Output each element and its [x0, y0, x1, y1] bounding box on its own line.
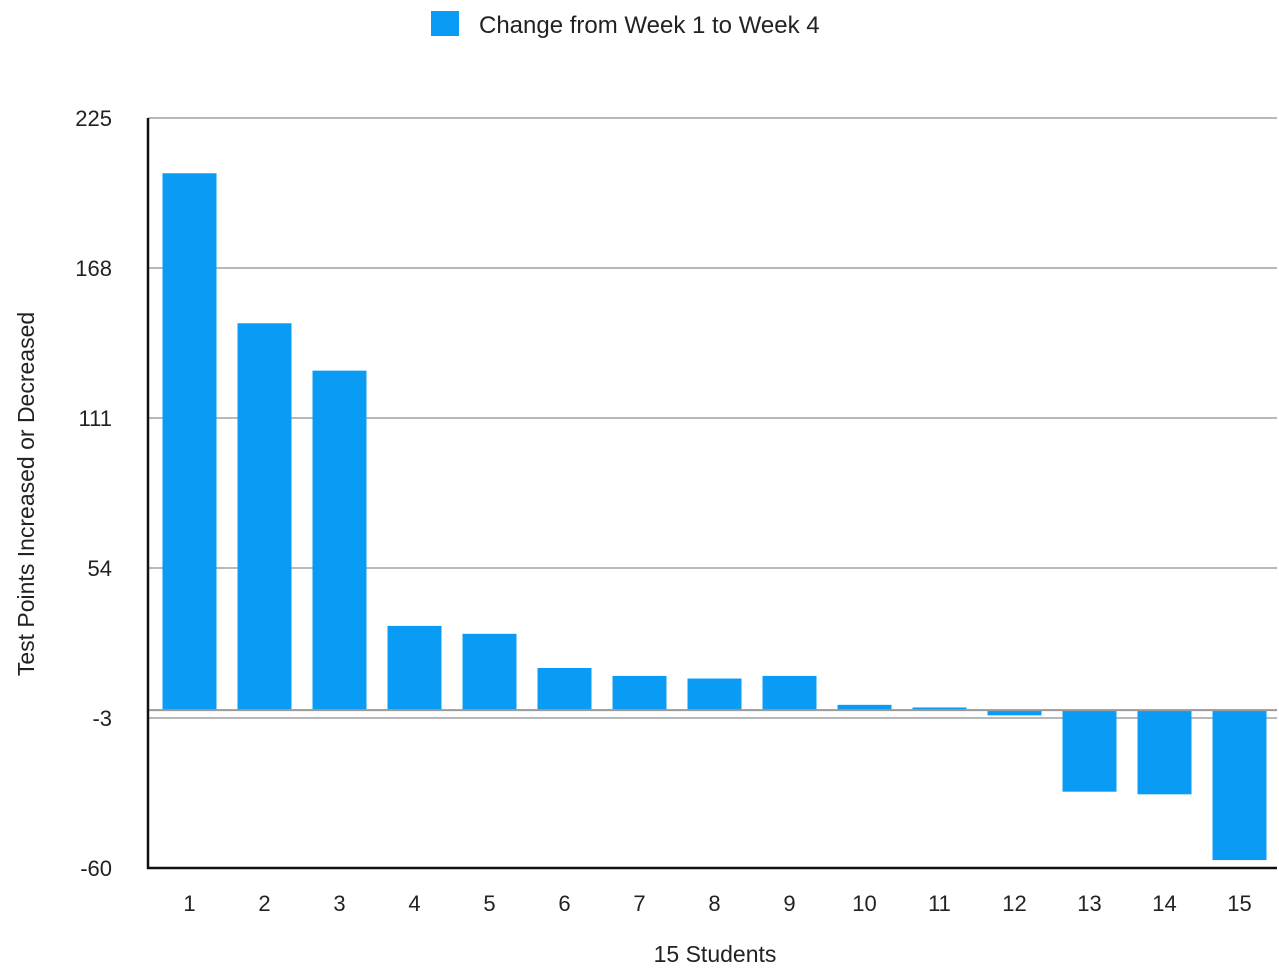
x-tick-label: 1 — [183, 891, 195, 916]
x-tick-label: 10 — [852, 891, 876, 916]
x-tick-label: 9 — [783, 891, 795, 916]
x-tick-label: 3 — [333, 891, 345, 916]
bar-student-5 — [462, 633, 517, 711]
x-axis-ticks: 1 2 3 4 5 6 7 8 9 10 11 12 13 14 15 — [183, 891, 1251, 916]
x-tick-label: 12 — [1002, 891, 1026, 916]
x-tick-label: 15 — [1227, 891, 1251, 916]
legend-swatch — [431, 11, 459, 36]
bar-student-12 — [987, 710, 1042, 716]
bar-student-3 — [312, 370, 367, 711]
y-tick-label: 225 — [75, 106, 112, 131]
x-axis-title: 15 Students — [654, 941, 777, 967]
legend: Change from Week 1 to Week 4 — [431, 11, 820, 39]
x-tick-label: 2 — [258, 891, 270, 916]
y-axis-title: Test Points Increased or Decreased — [13, 312, 39, 676]
x-tick-label: 6 — [558, 891, 570, 916]
bar-student-2 — [237, 323, 292, 711]
y-tick-label: 111 — [79, 406, 112, 431]
x-tick-label: 4 — [408, 891, 420, 916]
y-tick-label: -60 — [80, 856, 112, 881]
bar-student-7 — [612, 675, 667, 711]
bar-student-1 — [162, 173, 217, 711]
bar-student-10 — [837, 704, 892, 711]
y-axis-ticks: -60 -3 54 111 168 225 — [75, 106, 112, 881]
bar-student-15 — [1212, 710, 1267, 861]
bar-student-11 — [912, 707, 967, 711]
x-tick-label: 5 — [483, 891, 495, 916]
bar-student-14 — [1137, 710, 1192, 795]
y-tick-label: 168 — [75, 256, 112, 281]
bar-student-13 — [1062, 710, 1117, 792]
bar-student-6 — [537, 668, 592, 711]
bars — [148, 173, 1277, 861]
legend-label: Change from Week 1 to Week 4 — [479, 12, 820, 39]
x-tick-label: 7 — [633, 891, 645, 916]
y-tick-label: -3 — [92, 706, 112, 731]
bar-student-8 — [687, 678, 742, 711]
x-tick-label: 8 — [708, 891, 720, 916]
x-tick-label: 13 — [1077, 891, 1101, 916]
y-tick-label: 54 — [88, 556, 112, 581]
x-tick-label: 14 — [1152, 891, 1176, 916]
bar-student-4 — [387, 625, 442, 711]
bar-student-9 — [762, 675, 817, 711]
x-tick-label: 11 — [928, 891, 951, 916]
